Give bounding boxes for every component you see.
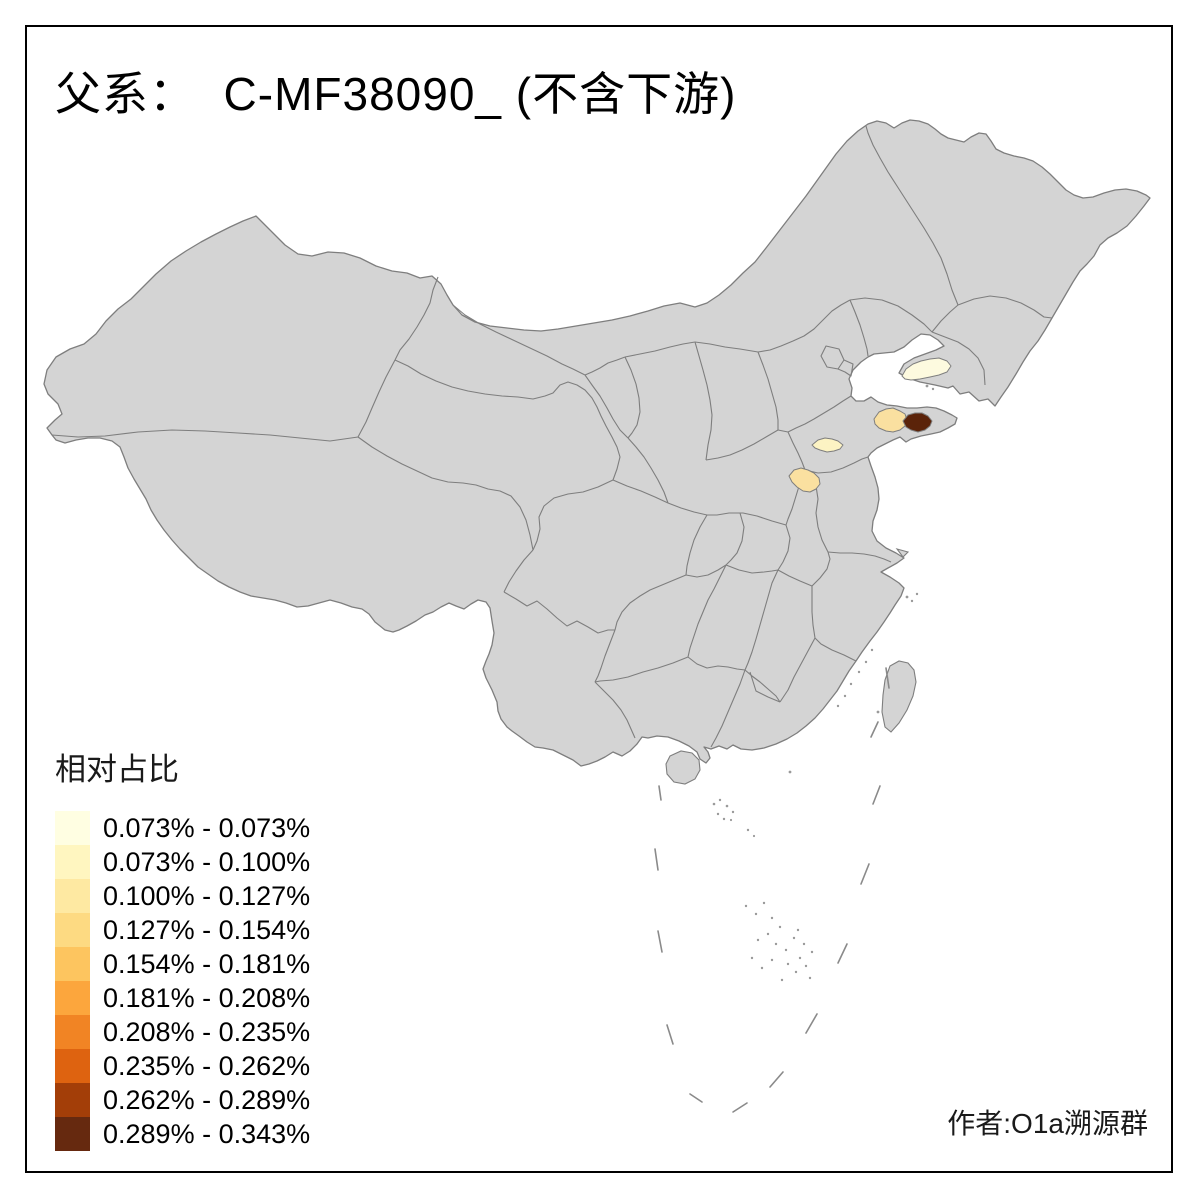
legend-label-9: 0.262% - 0.289% <box>103 1085 311 1115</box>
legend-rows: 0.073% - 0.073% 0.073% - 0.100% 0.100% - 0… <box>55 811 310 1151</box>
legend-item-2: 0.073% - 0.100% <box>55 845 310 879</box>
region-jining <box>788 467 821 493</box>
hainan-island <box>665 750 701 785</box>
legend-label-5: 0.154% - 0.181% <box>103 949 311 979</box>
legend-item-8: 0.235% - 0.262% <box>55 1049 310 1083</box>
legend-swatch-8 <box>55 1049 90 1083</box>
legend-item-5: 0.154% - 0.181% <box>55 947 310 981</box>
legend-swatch-6 <box>55 981 90 1015</box>
legend: 相对占比 0.073% - 0.073% 0.073% - 0.100% 0.100… <box>55 744 310 1151</box>
legend-swatch-1 <box>55 811 90 845</box>
legend-swatch-3 <box>55 879 90 913</box>
legend-label-2: 0.073% - 0.100% <box>103 847 311 877</box>
author-credit: 作者:O1a溯源群 <box>947 1108 1148 1139</box>
legend-swatch-2 <box>55 845 90 879</box>
region-jinan <box>811 437 844 453</box>
legend-label-1: 0.073% - 0.073% <box>103 813 311 843</box>
legend-title: 相对占比 <box>55 752 179 787</box>
region-qingdao <box>902 412 933 433</box>
legend-swatch-7 <box>55 1015 90 1049</box>
legend-item-10: 0.289% - 0.343% <box>55 1117 310 1151</box>
legend-item-4: 0.127% - 0.154% <box>55 913 310 947</box>
page-title: 父系： C-MF38090_ (不含下游) <box>55 68 737 120</box>
sea-boundary-dashes <box>654 667 890 1113</box>
legend-label-7: 0.208% - 0.235% <box>103 1017 311 1047</box>
region-liaodong-coast <box>901 357 952 381</box>
small-islets <box>712 384 935 982</box>
legend-swatch-9 <box>55 1083 90 1117</box>
province-boundaries <box>51 125 1053 748</box>
legend-label-3: 0.100% - 0.127% <box>103 881 311 911</box>
chongming-island <box>895 548 910 558</box>
mainland-outline <box>43 119 1151 767</box>
legend-label-10: 0.289% - 0.343% <box>103 1119 311 1149</box>
legend-swatch-4 <box>55 913 90 947</box>
legend-item-3: 0.100% - 0.127% <box>55 879 310 913</box>
taiwan-island <box>881 660 917 733</box>
highlighted-regions <box>788 357 952 493</box>
legend-item-7: 0.208% - 0.235% <box>55 1015 310 1049</box>
legend-item-6: 0.181% - 0.208% <box>55 981 310 1015</box>
legend-swatch-10 <box>55 1117 90 1151</box>
legend-swatch-5 <box>55 947 90 981</box>
legend-item-1: 0.073% - 0.073% <box>55 811 310 845</box>
legend-label-6: 0.181% - 0.208% <box>103 983 311 1013</box>
islands <box>665 548 917 785</box>
legend-label-4: 0.127% - 0.154% <box>103 915 311 945</box>
legend-item-9: 0.262% - 0.289% <box>55 1083 310 1117</box>
legend-label-8: 0.235% - 0.262% <box>103 1051 311 1081</box>
